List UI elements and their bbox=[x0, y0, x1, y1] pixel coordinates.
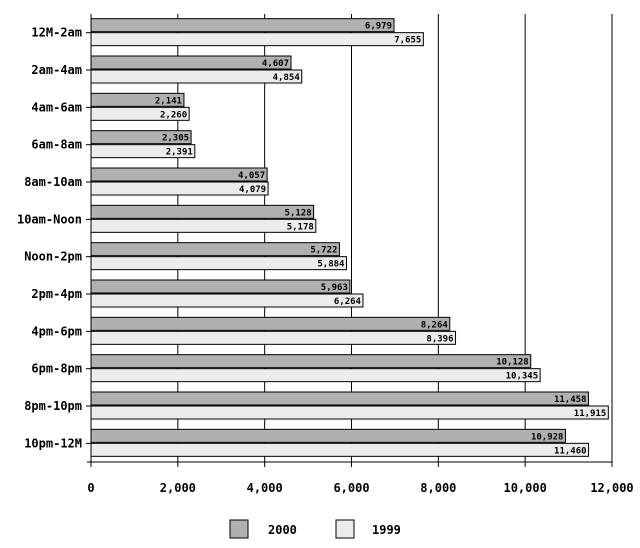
category-label: 4am-6am bbox=[31, 100, 82, 114]
data-label-1999: 7,655 bbox=[394, 36, 421, 46]
data-label-1999: 10,345 bbox=[506, 372, 539, 382]
category-label: 2pm-4pm bbox=[31, 287, 82, 301]
data-label-1999: 4,079 bbox=[239, 185, 266, 195]
data-label-1999: 6,264 bbox=[334, 297, 362, 307]
data-label-1999: 5,178 bbox=[287, 222, 314, 232]
category-label: 10pm-12M bbox=[24, 436, 82, 450]
data-label-2000: 4,057 bbox=[238, 171, 265, 181]
category-label: 4pm-6pm bbox=[31, 324, 82, 338]
data-label-2000: 10,928 bbox=[531, 432, 564, 442]
bar-1999 bbox=[90, 405, 609, 420]
legend-swatch-1999 bbox=[335, 519, 355, 539]
bar-2000 bbox=[90, 18, 395, 33]
data-label-2000: 2,305 bbox=[162, 134, 189, 144]
legend-label-1999: 1999 bbox=[372, 523, 401, 537]
x-tick-label: 4,000 bbox=[247, 481, 283, 495]
legend-label-2000: 2000 bbox=[268, 523, 297, 537]
bar-1999 bbox=[90, 368, 541, 383]
data-label-2000: 10,128 bbox=[496, 358, 529, 368]
bar-2000 bbox=[90, 204, 315, 219]
x-tick-label: 0 bbox=[87, 481, 94, 495]
data-label-2000: 5,963 bbox=[321, 283, 348, 293]
gridlines bbox=[177, 14, 613, 462]
category-label: 8am-10am bbox=[24, 175, 82, 189]
data-label-1999: 5,884 bbox=[317, 260, 345, 270]
data-label-2000: 5,722 bbox=[310, 246, 337, 256]
category-label: 10am-Noon bbox=[17, 212, 82, 226]
category-label: 12M-2am bbox=[31, 26, 82, 40]
data-label-2000: 5,128 bbox=[285, 208, 312, 218]
data-label-2000: 11,458 bbox=[554, 395, 587, 405]
legend: 2000 1999 bbox=[229, 519, 401, 539]
tick-labels: 0 2,000 4,000 6,000 8,000 10,000 12,000 bbox=[87, 481, 633, 495]
category-label: 6pm-8pm bbox=[31, 362, 82, 376]
axes bbox=[86, 14, 613, 467]
bar-1999 bbox=[90, 218, 317, 233]
bar-2000 bbox=[90, 279, 351, 294]
bar-1999 bbox=[90, 32, 424, 47]
data-label-1999: 8,396 bbox=[426, 334, 453, 344]
category-labels: 12M-2am 2am-4am 4am-6am 6am-8am 8am-10am 10am… bbox=[17, 26, 82, 451]
x-tick-label: 10,000 bbox=[503, 481, 546, 495]
category-label: 6am-8am bbox=[31, 138, 82, 152]
bar-1999 bbox=[90, 293, 364, 308]
bar-2000 bbox=[90, 428, 566, 443]
data-label-1999: 11,460 bbox=[554, 446, 587, 456]
bar-2000 bbox=[90, 316, 451, 331]
x-tick-label: 8,000 bbox=[420, 481, 456, 495]
data-label-1999: 2,260 bbox=[160, 110, 187, 120]
x-tick-label: 6,000 bbox=[333, 481, 369, 495]
category-label: 8pm-10pm bbox=[24, 399, 82, 413]
data-label-2000: 4,607 bbox=[262, 59, 289, 69]
data-label-1999: 11,915 bbox=[574, 409, 607, 419]
data-label-1999: 4,854 bbox=[273, 73, 301, 83]
legend-swatch-2000 bbox=[229, 519, 249, 539]
bar-1999 bbox=[90, 442, 590, 457]
category-label: Noon-2pm bbox=[24, 250, 82, 264]
bar-2000 bbox=[90, 242, 340, 257]
data-label-2000: 6,979 bbox=[365, 22, 392, 32]
x-tick-label: 2,000 bbox=[160, 481, 196, 495]
bar-1999 bbox=[90, 330, 457, 345]
data-label-2000: 2,141 bbox=[155, 96, 182, 106]
x-tick-label: 12,000 bbox=[590, 481, 633, 495]
bar-2000 bbox=[90, 391, 589, 406]
bar-1999 bbox=[90, 256, 347, 271]
category-label: 2am-4am bbox=[31, 63, 82, 77]
bar-2000 bbox=[90, 354, 532, 369]
data-label-2000: 8,264 bbox=[421, 320, 449, 330]
data-label-1999: 2,391 bbox=[166, 148, 193, 158]
bar-1999 bbox=[90, 69, 303, 84]
